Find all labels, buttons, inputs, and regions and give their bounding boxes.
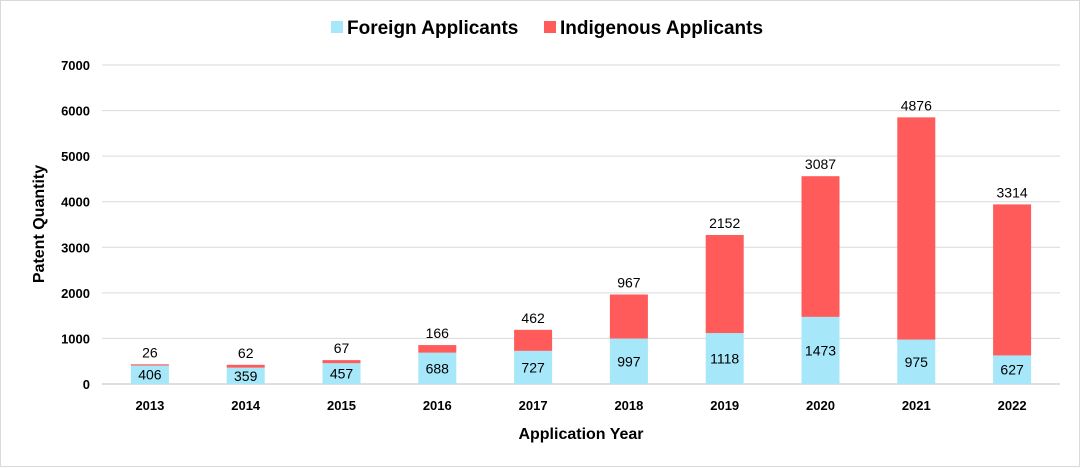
bar-foreign-2022 (993, 355, 1032, 384)
x-tick-label: 2013 (135, 398, 164, 413)
data-label-foreign-2019: 1118 (710, 351, 739, 367)
data-label-indigenous-2022: 3314 (997, 184, 1028, 200)
data-label-foreign-2020: 1473 (805, 342, 836, 358)
data-label-foreign-2014: 359 (234, 368, 258, 384)
bar-indigenous-2016 (418, 345, 457, 353)
data-label-foreign-2022: 627 (1000, 362, 1024, 378)
y-axis-title: Patent Quantity (31, 165, 48, 283)
y-tick-label: 7000 (61, 58, 90, 73)
data-label-indigenous-2015: 67 (334, 340, 350, 356)
y-tick-label: 1000 (61, 331, 90, 346)
bar-foreign-2021 (897, 339, 936, 384)
y-tick-label: 3000 (61, 240, 90, 255)
legend-label-indigenous: Indigenous Applicants (560, 18, 763, 39)
bar-foreign-2017 (514, 350, 553, 384)
bar-indigenous-2019 (705, 234, 744, 334)
bar-indigenous-2022 (993, 204, 1032, 356)
data-label-indigenous-2018: 967 (617, 274, 641, 290)
bar-foreign-2015 (322, 363, 361, 384)
data-label-indigenous-2014: 62 (238, 345, 254, 361)
bar-indigenous-2021 (897, 117, 936, 340)
x-axis-ticks: 2013 2014 2015 2016 2017 2018 2019 2020 2021 2022 (135, 398, 1026, 413)
bar-indigenous-2015 (322, 360, 361, 364)
x-tick-label: 2019 (710, 398, 739, 413)
bar-indigenous-2013 (130, 364, 169, 366)
x-tick-label: 2020 (806, 398, 835, 413)
legend-label-foreign: Foreign Applicants (347, 18, 518, 39)
y-tick-label: 6000 (61, 104, 90, 119)
data-label-foreign-2018: 997 (617, 353, 641, 369)
bar-indigenous-2020 (801, 176, 840, 317)
bar-foreign-2019 (705, 333, 744, 384)
data-label-indigenous-2021: 4876 (901, 97, 932, 113)
data-labels: 406 26 359 62 457 67 688 166 727 462 997 967 1118 215… (138, 97, 1028, 383)
data-label-foreign-2015: 457 (330, 366, 354, 382)
data-label-foreign-2021: 975 (905, 354, 929, 370)
data-label-foreign-2013: 406 (138, 367, 162, 383)
y-tick-label: 5000 (61, 149, 90, 164)
bar-indigenous-2014 (226, 364, 265, 368)
x-axis-title: Application Year (518, 426, 643, 443)
data-label-indigenous-2020: 3087 (805, 156, 836, 172)
y-tick-label: 4000 (61, 195, 90, 210)
x-tick-label: 2015 (327, 398, 356, 413)
bars (130, 117, 1032, 384)
bar-indigenous-2018 (609, 294, 648, 339)
bar-indigenous-2017 (514, 329, 553, 351)
data-label-indigenous-2017: 462 (521, 310, 545, 326)
bar-foreign-2014 (226, 367, 265, 384)
y-tick-label: 0 (83, 377, 90, 392)
data-label-foreign-2016: 688 (426, 360, 450, 376)
x-tick-label: 2021 (902, 398, 931, 413)
legend-swatch-foreign (331, 21, 343, 33)
x-tick-label: 2022 (998, 398, 1027, 413)
data-label-foreign-2017: 727 (521, 359, 545, 375)
x-tick-label: 2014 (231, 398, 261, 413)
bar-foreign-2018 (609, 338, 648, 384)
bar-foreign-2016 (418, 352, 457, 384)
x-tick-label: 2017 (519, 398, 548, 413)
bar-foreign-2020 (801, 316, 840, 384)
data-label-indigenous-2016: 166 (426, 325, 450, 341)
data-label-indigenous-2019: 2152 (709, 215, 740, 231)
bar-foreign-2013 (130, 365, 169, 384)
data-label-indigenous-2013: 26 (142, 344, 158, 360)
y-tick-label: 2000 (61, 286, 90, 301)
x-tick-label: 2016 (423, 398, 452, 413)
legend-swatch-indigenous (544, 21, 556, 33)
gridlines (102, 64, 1060, 385)
legend: Foreign Applicants Indigenous Applicants (331, 18, 763, 39)
y-axis-ticks: 0 1000 2000 3000 4000 5000 6000 7000 (61, 58, 90, 392)
x-tick-label: 2018 (614, 398, 643, 413)
